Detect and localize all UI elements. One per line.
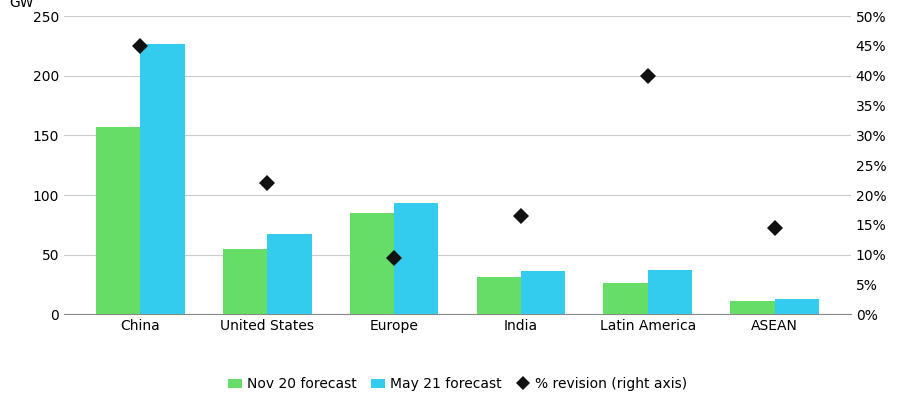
Bar xyxy=(730,301,775,314)
Bar xyxy=(96,127,140,314)
Bar xyxy=(350,213,394,314)
Legend: Nov 20 forecast, May 21 forecast, % revision (right axis): Nov 20 forecast, May 21 forecast, % revi… xyxy=(222,372,693,397)
Bar xyxy=(648,270,693,314)
Bar xyxy=(222,249,267,314)
Bar xyxy=(775,299,819,314)
Bar xyxy=(521,271,565,314)
Bar xyxy=(604,283,648,314)
Bar xyxy=(394,204,438,314)
Bar xyxy=(267,235,311,314)
Text: GW: GW xyxy=(9,0,34,10)
Bar xyxy=(140,44,185,314)
Bar xyxy=(477,277,521,314)
